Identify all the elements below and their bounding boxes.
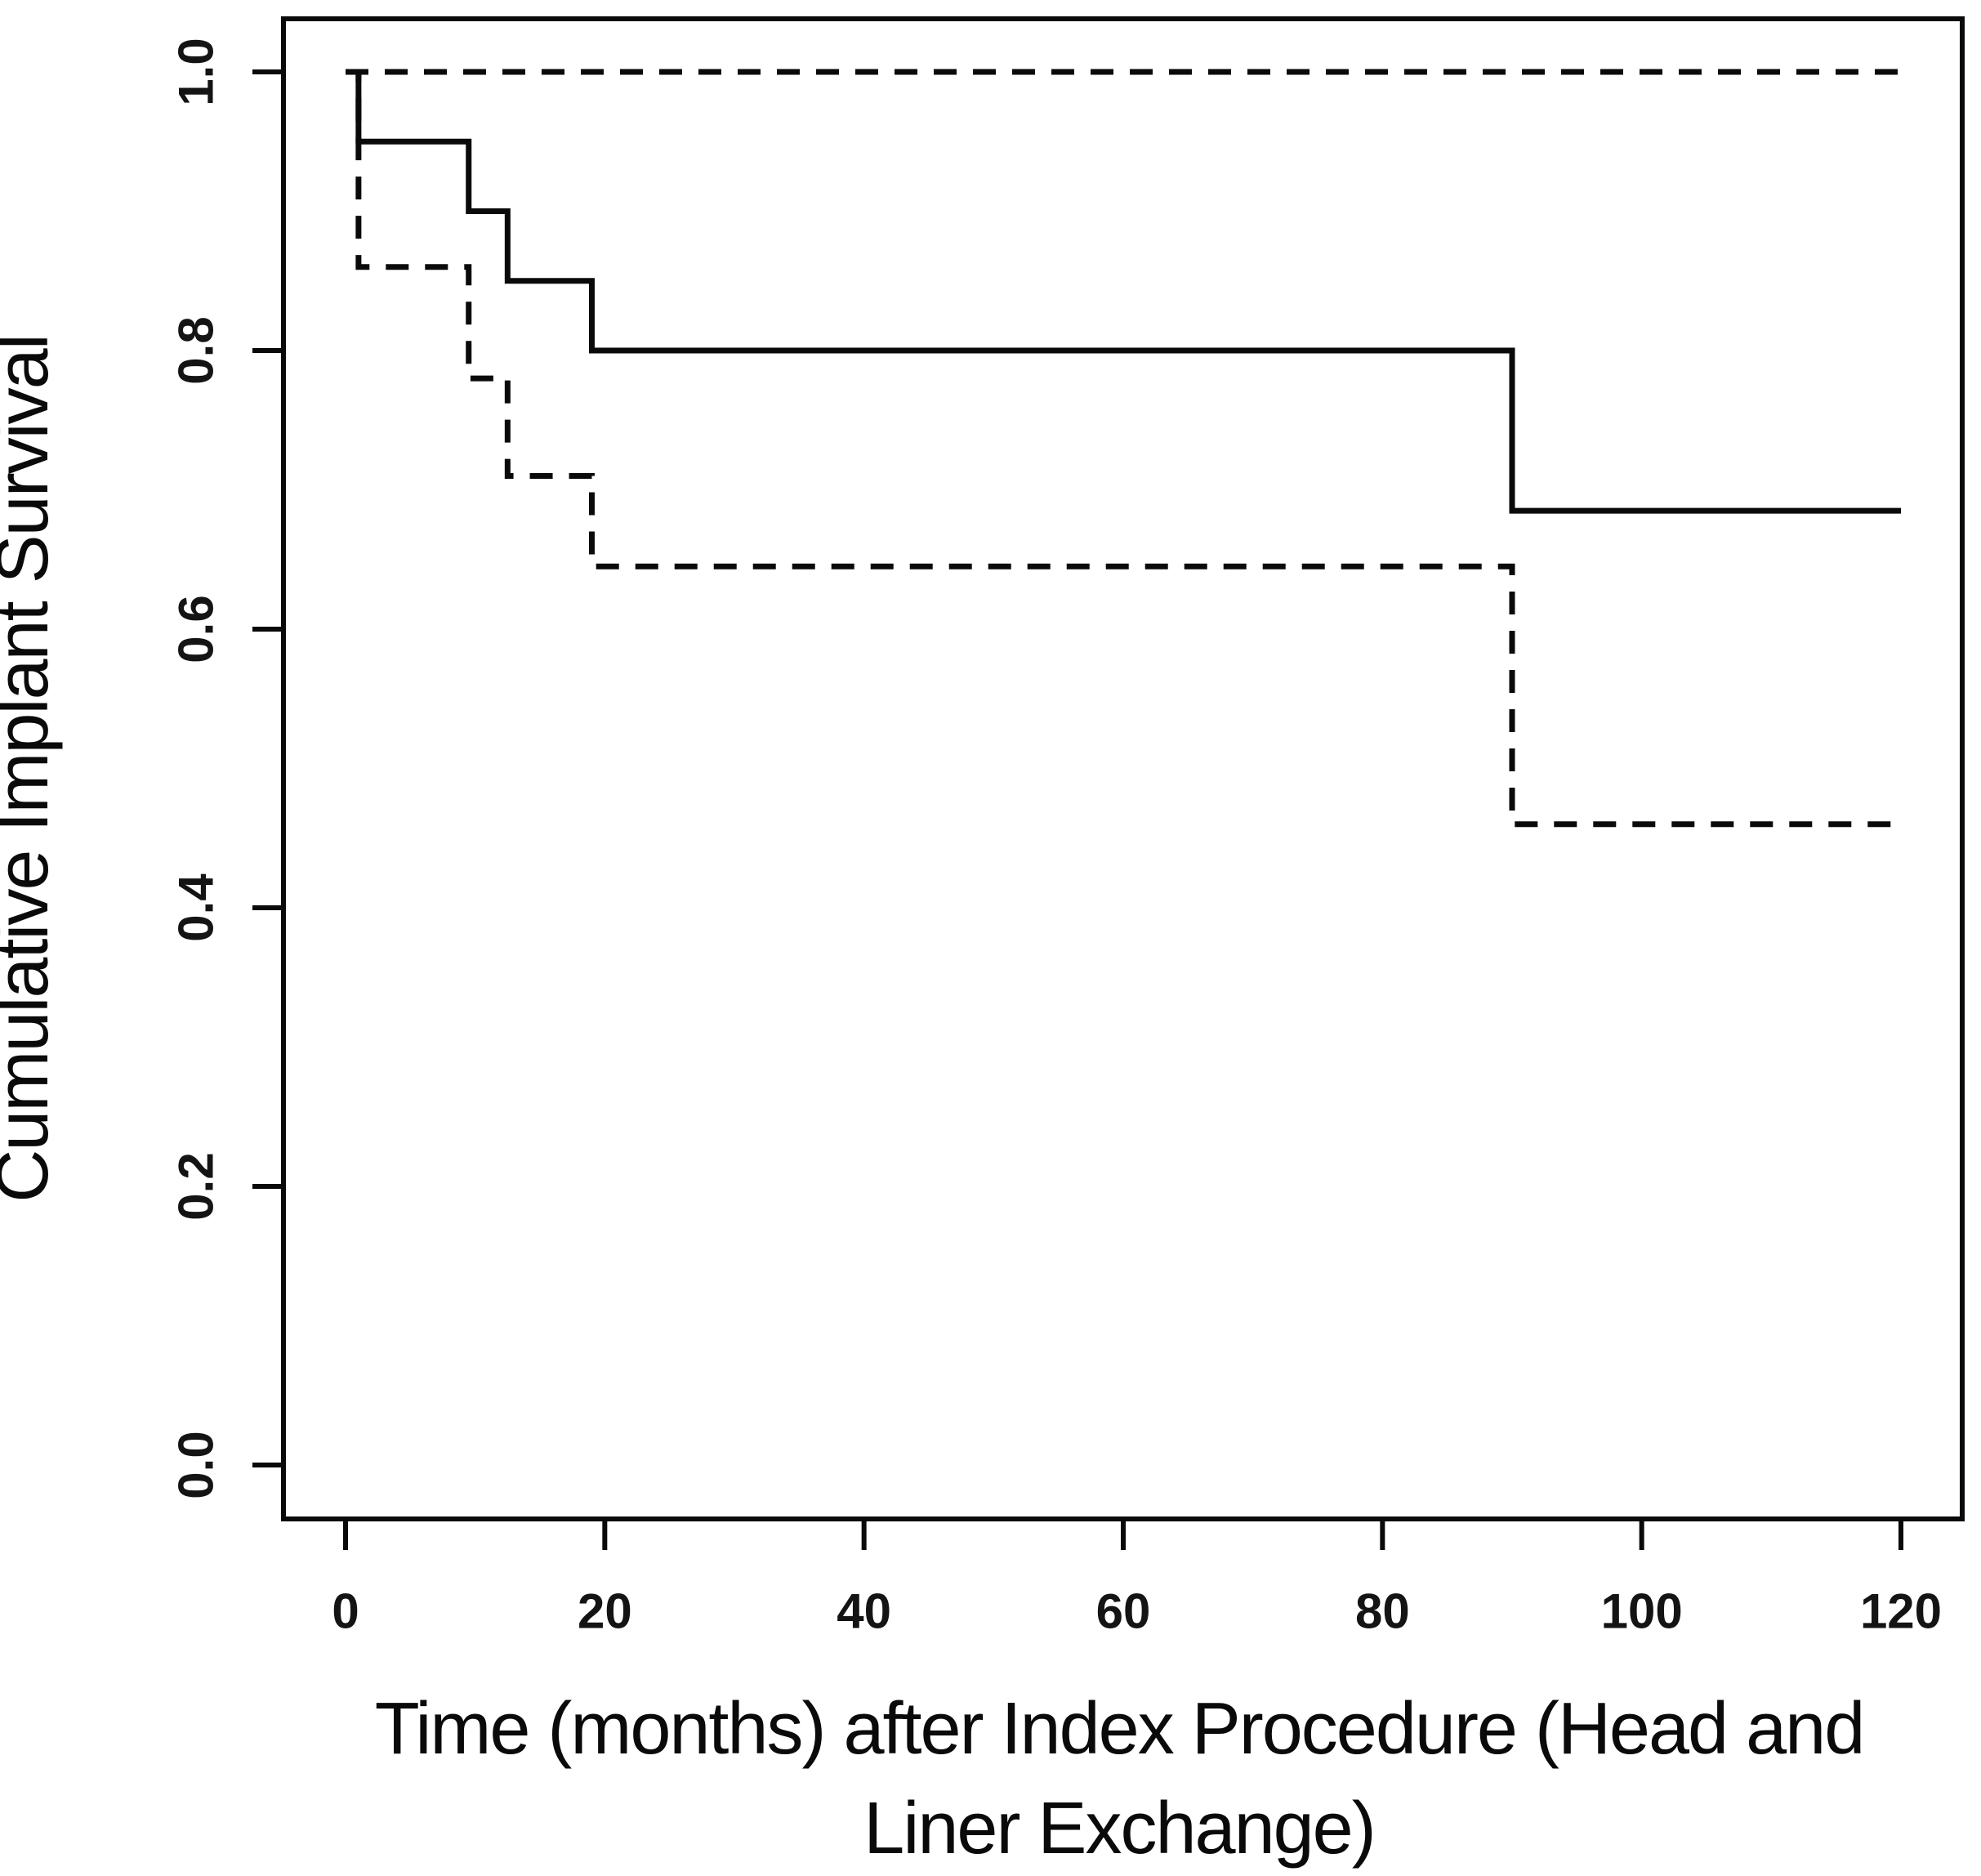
curves-group [346, 69, 1901, 828]
x-tick-label: 20 [578, 1584, 632, 1639]
y-tick-label: 0.8 [169, 316, 224, 384]
plot-box-border [281, 16, 1965, 1521]
y-tick-label: 0.6 [169, 595, 224, 663]
y-axis-title: Cumulative Implant Survival [0, 335, 64, 1202]
x-tick-label: 120 [1860, 1584, 1942, 1639]
x-tick-label: 60 [1096, 1584, 1151, 1639]
x-tick-label: 100 [1601, 1584, 1683, 1639]
y-axis-ticks [252, 69, 283, 1467]
ci-lower-curve [346, 69, 1901, 828]
x-axis-title-line-2: Liner Exchange) [863, 1788, 1374, 1869]
y-tick-label: 0.2 [169, 1152, 224, 1220]
x-axis-ticks [343, 1519, 1903, 1550]
x-tick-label: 40 [837, 1584, 891, 1639]
x-tick-label: 80 [1355, 1584, 1410, 1639]
km-estimate-curve [346, 69, 1901, 514]
x-axis-tick-labels: 0 20 40 60 80 100 120 [332, 1584, 1942, 1639]
y-tick-label: 0.4 [169, 873, 224, 942]
y-tick-label: 0.0 [169, 1431, 224, 1499]
x-tick-label: 0 [332, 1584, 359, 1639]
y-tick-label: 1.0 [169, 38, 224, 105]
x-axis-title-line-1: Time (months) after Index Procedure (Hea… [375, 1688, 1864, 1770]
y-axis-tick-labels: 1.0 0.8 0.6 0.4 0.2 0.0 [169, 38, 224, 1499]
